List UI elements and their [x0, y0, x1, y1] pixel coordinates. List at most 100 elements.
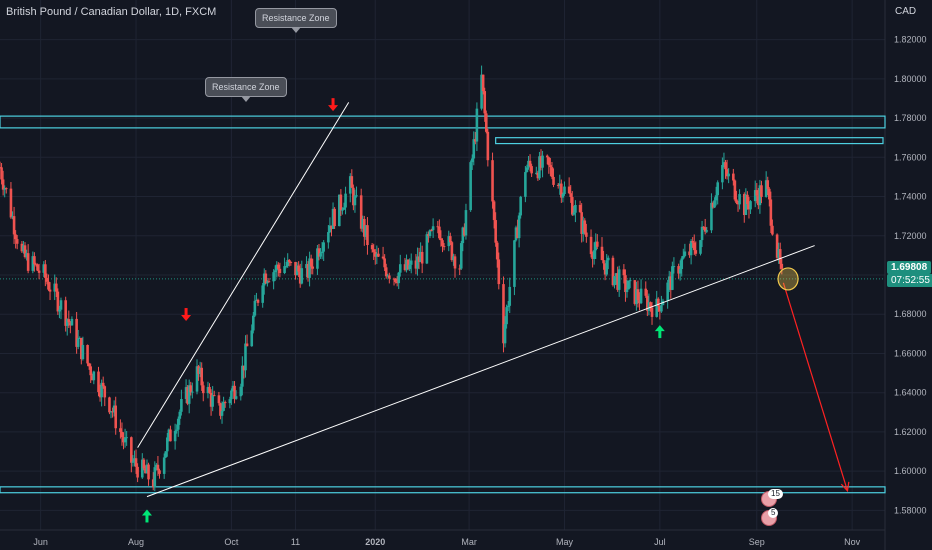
candle-body [425, 234, 429, 264]
candle-body [486, 131, 490, 161]
candle-body [130, 437, 133, 463]
candle-body [53, 283, 57, 292]
candle-body [388, 275, 391, 279]
candle-body [56, 291, 60, 312]
candle-body [484, 113, 488, 132]
candle-body [384, 267, 388, 277]
candle-body [602, 260, 605, 264]
candle-body [606, 257, 610, 261]
x-tick-label: 2020 [365, 537, 385, 547]
candle-body [638, 300, 641, 304]
candle-body [732, 173, 735, 181]
candle-body [470, 158, 474, 163]
candle-body [497, 259, 501, 285]
candle-body [738, 194, 741, 205]
candle-body [25, 253, 28, 258]
candle-body [703, 227, 707, 232]
candle-body [114, 405, 118, 429]
candle-body [297, 265, 300, 272]
candle-body [558, 183, 562, 186]
candle-body [322, 242, 325, 252]
candle-body [262, 273, 266, 286]
candle-body [361, 218, 365, 229]
candle-body [442, 246, 446, 248]
candle-body [278, 268, 282, 274]
candle-body [508, 286, 512, 306]
candle-body [458, 268, 461, 270]
candle-body [647, 302, 651, 311]
candle-body [65, 319, 69, 326]
candle-body [197, 366, 200, 374]
candle-body [308, 258, 311, 278]
candle-body [0, 167, 3, 180]
candle-body [517, 215, 521, 239]
candle-body [244, 343, 247, 371]
candle-body [594, 241, 598, 251]
candle-body [306, 264, 310, 278]
candle-body [492, 201, 496, 221]
candle-body [409, 260, 413, 265]
candle-body [513, 240, 516, 287]
candle-body [491, 160, 494, 202]
candle-body [603, 263, 607, 275]
candle-body [480, 74, 483, 109]
candle-body [112, 405, 116, 413]
down-arrow-marker [181, 315, 192, 322]
candle-body [600, 246, 604, 261]
candle-body [398, 264, 402, 273]
candle-body [749, 201, 752, 210]
candle-body [295, 265, 299, 276]
candle-body [211, 395, 214, 407]
candle-body [92, 371, 96, 381]
candle-body [98, 392, 102, 398]
candle-body [635, 289, 638, 304]
candle-body [178, 411, 182, 419]
chart-title: British Pound / Canadian Dollar, 1D, FXC… [6, 6, 217, 18]
candle-body [373, 251, 377, 257]
candle-body [320, 251, 324, 254]
y-tick-label: 1.72000 [894, 231, 927, 241]
candle-body [344, 193, 347, 208]
candle-body [611, 257, 615, 286]
candle-body [372, 249, 376, 252]
candle-body [156, 464, 160, 471]
resistance-zone-callout-top[interactable]: Resistance Zone [255, 8, 337, 33]
candle-body [42, 264, 46, 273]
candle-body [463, 227, 466, 236]
candle-body [245, 343, 249, 347]
candle-body [89, 366, 92, 376]
candle-body [36, 264, 39, 271]
candle-body [744, 194, 748, 216]
candle-body [527, 160, 530, 168]
candle-body [37, 270, 41, 273]
candle-body [31, 256, 35, 271]
candle-body [472, 139, 476, 159]
candle-body [206, 386, 210, 394]
candle-body [505, 307, 508, 325]
candle-body [359, 195, 363, 229]
current-price-badge: 1.69808 [887, 261, 932, 274]
candle-body [309, 258, 313, 267]
candle-body [311, 266, 315, 269]
countdown-badge: 07:52:55 [887, 274, 932, 287]
candle-body [550, 167, 554, 177]
candle-body [464, 210, 468, 236]
resistance-zone-callout[interactable]: Resistance Zone [205, 77, 287, 102]
candle-body [317, 248, 321, 257]
candle-body [736, 202, 740, 205]
candle-body [123, 437, 127, 443]
down-arrow-shaft [331, 98, 335, 107]
candle-body [131, 461, 135, 463]
candle-body [775, 234, 779, 258]
candle-body [560, 183, 563, 198]
candle-body [14, 234, 17, 240]
candle-body [81, 344, 85, 360]
candle-body [692, 242, 696, 251]
candle-body [570, 197, 574, 215]
candle-body [175, 429, 178, 431]
candle-body [286, 260, 290, 266]
candle-body [580, 212, 583, 234]
candle-body [231, 385, 235, 391]
candle-body [475, 108, 479, 142]
